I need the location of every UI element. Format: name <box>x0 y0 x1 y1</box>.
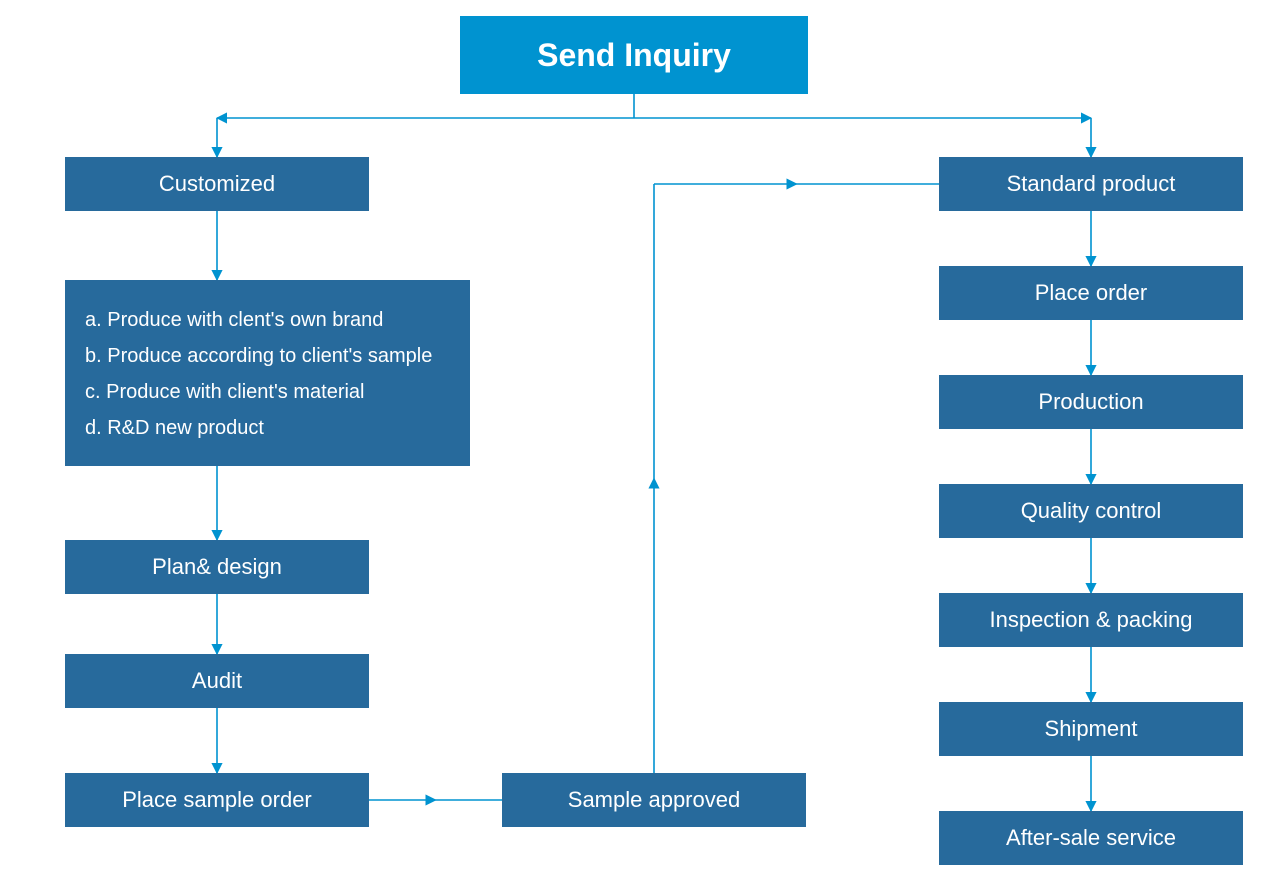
node-audit: Audit <box>65 654 369 708</box>
node-inspection-packing: Inspection & packing <box>939 593 1243 647</box>
node-label: Standard product <box>939 171 1243 197</box>
node-place-sample-order: Place sample order <box>65 773 369 827</box>
node-sample-approved: Sample approved <box>502 773 806 827</box>
node-label: Sample approved <box>502 787 806 813</box>
node-quality-control: Quality control <box>939 484 1243 538</box>
node-label: After-sale service <box>939 825 1243 851</box>
node-standard-product: Standard product <box>939 157 1243 211</box>
node-label: Production <box>939 389 1243 415</box>
node-customized: Customized <box>65 157 369 211</box>
node-label: Shipment <box>939 716 1243 742</box>
flowchart-canvas: Send Inquiry Customized a. Produce with cl… <box>0 0 1268 878</box>
node-label: Inspection & packing <box>939 607 1243 633</box>
node-label: Place sample order <box>65 787 369 813</box>
node-send-inquiry: Send Inquiry <box>460 16 808 94</box>
node-label: Audit <box>65 668 369 694</box>
node-production: Production <box>939 375 1243 429</box>
node-shipment: Shipment <box>939 702 1243 756</box>
node-label: Quality control <box>939 498 1243 524</box>
node-after-sale: After-sale service <box>939 811 1243 865</box>
node-label: a. Produce with clent's own brand b. Pro… <box>85 302 450 446</box>
node-plan-design: Plan& design <box>65 540 369 594</box>
node-place-order: Place order <box>939 266 1243 320</box>
node-label: Place order <box>939 280 1243 306</box>
node-label: Customized <box>65 171 369 197</box>
node-label: Plan& design <box>65 554 369 580</box>
node-label: Send Inquiry <box>460 36 808 74</box>
node-custom-detail: a. Produce with clent's own brand b. Pro… <box>65 280 470 466</box>
